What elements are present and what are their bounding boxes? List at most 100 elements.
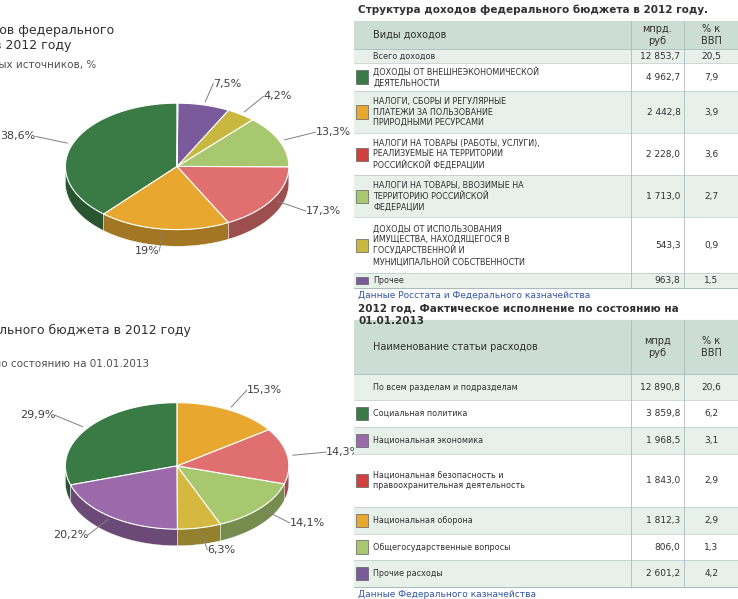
Text: 1 843,0: 1 843,0 [646, 476, 680, 485]
Text: 2012 год. Фактическое исполнение по состоянию на
01.01.2013: 2012 год. Фактическое исполнение по сост… [358, 304, 679, 326]
Text: Структура доходов федерального бюджета в 2012 году.: Структура доходов федерального бюджета в… [358, 5, 708, 15]
Text: % к
ВВП: % к ВВП [700, 24, 722, 46]
Bar [354, 217, 738, 274]
Text: 14,1%: 14,1% [289, 518, 325, 528]
Polygon shape [66, 466, 71, 501]
Text: 963,8: 963,8 [655, 276, 680, 285]
Text: 2 442,8: 2 442,8 [646, 108, 680, 117]
Text: 6,3%: 6,3% [207, 544, 235, 555]
Text: Общегосударственные вопросы: Общегосударственные вопросы [373, 543, 511, 552]
Bar [354, 320, 738, 374]
Polygon shape [177, 429, 289, 484]
Text: НАЛОГИ НА ТОВАРЫ (РАБОТЫ, УСЛУГИ),
РЕАЛИЗУЕМЫЕ НА ТЕРРИТОРИИ
РОССИЙСКОЙ ФЕДЕРАЦИ: НАЛОГИ НА ТОВАРЫ (РАБОТЫ, УСЛУГИ), РЕАЛИ… [373, 139, 540, 170]
Text: 29,9%: 29,9% [20, 410, 55, 420]
Text: НАЛОГИ НА ТОВАРЫ, ВВОЗИМЫЕ НА
ТЕРРИТОРИЮ РОССИЙСКОЙ
ФЕДЕРАЦИИ: НАЛОГИ НА ТОВАРЫ, ВВОЗИМЫЕ НА ТЕРРИТОРИЮ… [373, 181, 524, 211]
Text: мпрд
руб: мпрд руб [644, 336, 671, 358]
Text: ДОХОДЫ ОТ ВНЕШНЕЭКОНОМИЧЕСКОЙ
ДЕЯТЕЛЬНОСТИ: ДОХОДЫ ОТ ВНЕШНЕЭКОНОМИЧЕСКОЙ ДЕЯТЕЛЬНОС… [373, 67, 539, 87]
Bar [354, 534, 738, 561]
Text: 543,3: 543,3 [655, 241, 680, 250]
Bar [356, 513, 368, 527]
Polygon shape [177, 120, 289, 167]
Text: Фактическое исполнение по состоянию на 01.01.2013: Фактическое исполнение по состоянию на 0… [0, 359, 150, 370]
Text: 3 859,8: 3 859,8 [646, 409, 680, 418]
Polygon shape [177, 466, 284, 524]
Text: Всего доходов: Всего доходов [373, 52, 435, 60]
Text: Данные Федерального казначейства: Данные Федерального казначейства [358, 590, 536, 599]
Text: 0,9: 0,9 [704, 241, 718, 250]
Polygon shape [177, 103, 229, 167]
Bar [354, 91, 738, 133]
Text: 20,5: 20,5 [701, 52, 721, 60]
Polygon shape [177, 403, 269, 466]
Text: НАЛОГИ, СБОРЫ И РЕГУЛЯРНЫЕ
ПЛАТЕЖИ ЗА ПОЛЬЗОВАНИЕ
ПРИРОДНЫМИ РЕСУРСАМИ: НАЛОГИ, СБОРЫ И РЕГУЛЯРНЫЕ ПЛАТЕЖИ ЗА ПО… [373, 97, 506, 127]
Text: Наименование статьи расходов: Наименование статьи расходов [373, 342, 538, 352]
Polygon shape [104, 167, 229, 229]
Text: 19%: 19% [134, 246, 159, 256]
Polygon shape [177, 167, 289, 223]
Bar [354, 176, 738, 217]
Bar [356, 434, 368, 447]
Bar [354, 21, 738, 49]
Text: 20,6: 20,6 [701, 383, 721, 392]
Text: 1 812,3: 1 812,3 [646, 516, 680, 525]
Text: Данные Росстата и Федерального казначейства: Данные Росстата и Федерального казначейс… [358, 291, 590, 300]
Polygon shape [221, 484, 284, 541]
Polygon shape [66, 103, 177, 214]
Bar [356, 567, 368, 580]
Bar [354, 320, 738, 587]
Bar [356, 277, 368, 285]
Text: 3,9: 3,9 [704, 108, 718, 117]
Polygon shape [71, 485, 177, 546]
Text: 2,7: 2,7 [704, 192, 718, 201]
Text: 4,2%: 4,2% [263, 92, 292, 101]
Text: 6,2: 6,2 [704, 409, 718, 418]
Bar [354, 274, 738, 288]
Text: 1,5: 1,5 [704, 276, 718, 285]
Text: 2,9: 2,9 [704, 516, 718, 525]
Text: 13,3%: 13,3% [315, 127, 351, 137]
Text: 12 890,8: 12 890,8 [641, 383, 680, 392]
Text: 7,5%: 7,5% [213, 78, 241, 89]
Text: 38,6%: 38,6% [1, 131, 36, 141]
Polygon shape [177, 524, 221, 546]
Polygon shape [66, 403, 177, 485]
Bar [356, 147, 368, 161]
Polygon shape [66, 168, 104, 231]
Text: Виды доходов: Виды доходов [373, 30, 446, 40]
Text: 15,3%: 15,3% [246, 385, 282, 395]
Bar [354, 454, 738, 507]
Text: 4,2: 4,2 [704, 569, 718, 578]
Text: Национальная экономика: Национальная экономика [373, 436, 483, 445]
Text: 2,9: 2,9 [704, 476, 718, 485]
Polygon shape [71, 466, 177, 529]
Polygon shape [177, 110, 252, 167]
Text: 3,6: 3,6 [704, 150, 718, 159]
Text: 12 853,7: 12 853,7 [641, 52, 680, 60]
Bar [356, 238, 368, 252]
Text: 20,2%: 20,2% [53, 530, 88, 540]
Text: Прочее: Прочее [373, 276, 404, 285]
Bar [354, 561, 738, 587]
Bar [356, 407, 368, 420]
Polygon shape [284, 466, 289, 500]
Bar [354, 400, 738, 427]
Bar [354, 427, 738, 454]
Text: 1,3: 1,3 [704, 543, 718, 552]
Bar [356, 190, 368, 203]
Text: По всем разделам и подразделам: По всем разделам и подразделам [373, 383, 518, 392]
Text: Национальная безопасность и
правоохранительная деятельность: Национальная безопасность и правоохранит… [373, 471, 525, 490]
Text: 14,3%: 14,3% [326, 447, 361, 457]
Text: % к
ВВП: % к ВВП [700, 336, 722, 358]
Text: по видам доходных источников, %: по видам доходных источников, % [0, 60, 96, 70]
Text: 2 228,0: 2 228,0 [646, 150, 680, 159]
Text: 4 962,7: 4 962,7 [646, 72, 680, 81]
Bar [356, 105, 368, 119]
Text: ДОХОДЫ ОТ ИСПОЛЬЗОВАНИЯ
ИМУЩЕСТВА, НАХОДЯЩЕГОСЯ В
ГОСУДАРСТВЕННОЙ И
МУНИЦИПАЛЬНО: ДОХОДЫ ОТ ИСПОЛЬЗОВАНИЯ ИМУЩЕСТВА, НАХОД… [373, 224, 525, 267]
Text: 3,1: 3,1 [704, 436, 718, 445]
Bar [354, 21, 738, 288]
Text: 7,9: 7,9 [704, 72, 718, 81]
Text: 1 968,5: 1 968,5 [646, 436, 680, 445]
Bar [356, 540, 368, 553]
Text: Структура расходов федерального бюджета в 2012 году: Структура расходов федерального бюджета … [0, 323, 190, 337]
Polygon shape [104, 214, 229, 246]
